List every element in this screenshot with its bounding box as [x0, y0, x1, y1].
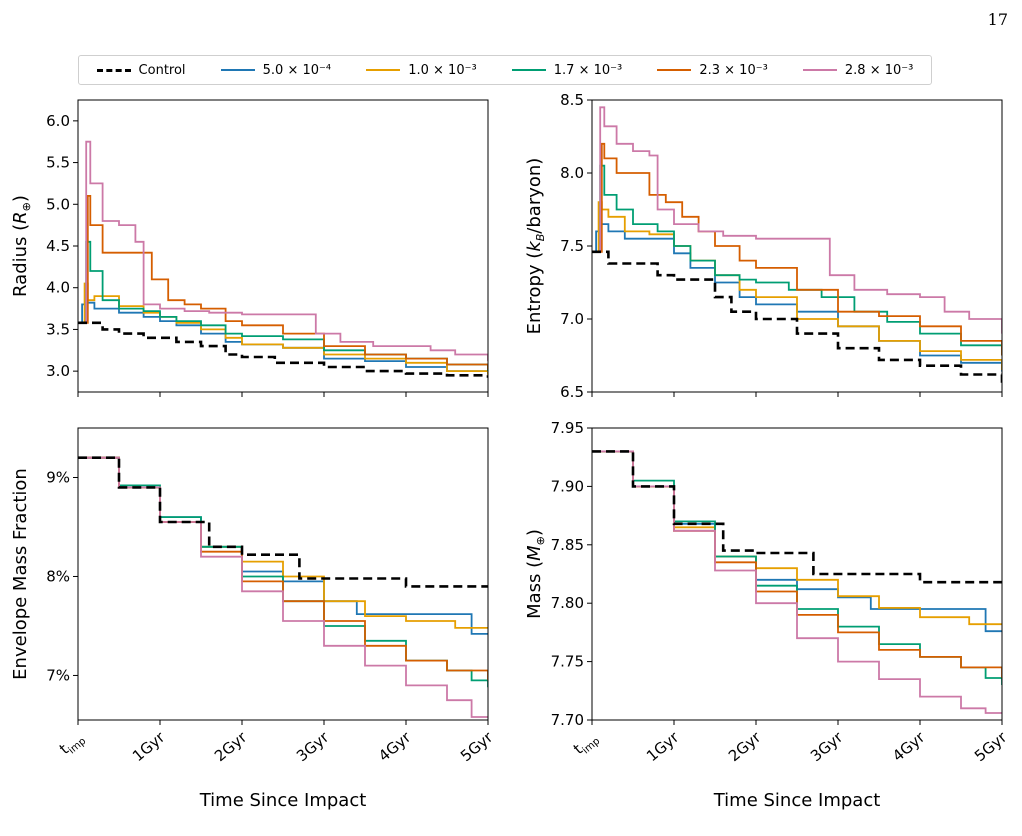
- chart-panel-bottom-right: 7.70 7.75 7.80 7.85 7.90 7.95 timp 1Gyr 2Gyr 3Gyr…: [524, 419, 1011, 811]
- legend-label: 2.3 × 10⁻³: [699, 62, 768, 78]
- series-line: [592, 450, 1002, 714]
- x-tick-label: 4Gyr: [375, 728, 415, 766]
- y-tick-label: 8.0: [560, 164, 584, 182]
- legend-swatch: [366, 69, 401, 71]
- legend-item: 1.0 × 10⁻³: [366, 62, 477, 78]
- chart-panel-top-right: 6.5 7.0 7.5 8.0 8.5 Entropy (kB/baryon): [524, 91, 1003, 401]
- series-line: [78, 301, 488, 374]
- series-line: [592, 250, 1002, 384]
- legend-swatch: [511, 69, 546, 71]
- y-tick-label: 7.0: [560, 310, 584, 328]
- y-tick-label: 7.90: [551, 477, 584, 495]
- legend-item: 5.0 × 10⁻⁴: [220, 62, 332, 78]
- y-axis-label: Entropy (kB/baryon): [524, 158, 547, 335]
- page-number: 17: [987, 10, 1008, 29]
- legend-label: Control: [138, 62, 186, 78]
- x-tick-label: 3Gyr: [293, 728, 333, 766]
- axes-frame: [591, 427, 1003, 721]
- legend-swatch: [802, 69, 837, 71]
- y-tick-label: 7%: [46, 666, 70, 684]
- y-tick-label: 7.75: [551, 653, 584, 671]
- series-line: [592, 450, 1002, 678]
- x-tick-label: 1Gyr: [643, 728, 683, 766]
- x-axis-label: Time Since Impact: [199, 790, 367, 811]
- x-tick-label: timp: [570, 728, 602, 760]
- series-line: [78, 194, 488, 370]
- y-tick-label: 5.5: [46, 154, 70, 172]
- series-line: [592, 106, 1002, 334]
- series-line: [78, 282, 488, 376]
- chart-panel-top-left: 3.0 3.5 4.0 4.5 5.0 5.5 6.0 Radius (R⊕): [10, 99, 489, 397]
- legend-label: 1.0 × 10⁻³: [408, 62, 477, 78]
- legend-label: 1.7 × 10⁻³: [553, 62, 623, 78]
- series-line: [78, 456, 488, 588]
- legend-swatch: [657, 69, 692, 71]
- y-tick-label: 8.5: [560, 91, 584, 109]
- x-tick-label: 5Gyr: [971, 728, 1011, 766]
- y-tick-label: 8%: [46, 567, 70, 585]
- legend-label: 5.0 × 10⁻⁴: [262, 62, 332, 78]
- y-tick-label: 6.5: [560, 383, 584, 401]
- axes-frame: [77, 427, 489, 721]
- legend-label: 2.8 × 10⁻³: [844, 62, 914, 78]
- legend-item: Control: [96, 62, 186, 78]
- x-tick-label: 3Gyr: [807, 728, 847, 766]
- x-tick-label: timp: [56, 728, 88, 760]
- legend-item: 1.7 × 10⁻³: [511, 62, 623, 78]
- y-tick-label: 4.5: [46, 237, 70, 255]
- x-tick-label: 2Gyr: [211, 728, 251, 766]
- y-tick-label: 3.0: [46, 362, 70, 380]
- chart-panel-bottom-left: 7% 8% 9% timp 1Gyr 2Gyr 3Gyr 4Gyr 5Gyr Envelope M…: [10, 427, 497, 811]
- legend-item: 2.3 × 10⁻³: [657, 62, 768, 78]
- y-axis-label: Radius (R⊕): [10, 195, 33, 297]
- axes-frame: [591, 99, 1003, 393]
- x-tick-label: 2Gyr: [725, 728, 765, 766]
- y-axis-label: Envelope Mass Fraction: [10, 468, 31, 680]
- y-tick-label: 7.80: [551, 594, 584, 612]
- y-tick-label: 7.95: [551, 419, 584, 437]
- legend-item: 2.8 × 10⁻³: [802, 62, 914, 78]
- y-tick-label: 3.5: [46, 320, 70, 338]
- x-tick-label: 4Gyr: [889, 728, 929, 766]
- y-axis-label: Mass (M⊕): [524, 529, 547, 619]
- series-line: [592, 164, 1002, 356]
- y-tick-label: 7.70: [551, 711, 584, 729]
- series-line: [592, 450, 1002, 584]
- legend-swatch: [220, 69, 255, 71]
- series-line: [78, 321, 488, 378]
- legend: Control 5.0 × 10⁻⁴ 1.0 × 10⁻³ 1.7 × 10⁻³ 2.3…: [78, 55, 932, 85]
- y-tick-label: 9%: [46, 468, 70, 486]
- series-line: [592, 142, 1002, 356]
- y-tick-label: 6.0: [46, 112, 70, 130]
- y-tick-label: 5.0: [46, 195, 70, 213]
- series-line: [78, 140, 488, 362]
- y-tick-label: 4.0: [46, 279, 70, 297]
- y-tick-label: 7.85: [551, 536, 584, 554]
- x-tick-label: 1Gyr: [129, 728, 169, 766]
- x-axis-label: Time Since Impact: [713, 790, 881, 811]
- legend-swatch: [96, 68, 131, 72]
- x-tick-label: 5Gyr: [457, 728, 497, 766]
- y-tick-label: 7.5: [560, 237, 584, 255]
